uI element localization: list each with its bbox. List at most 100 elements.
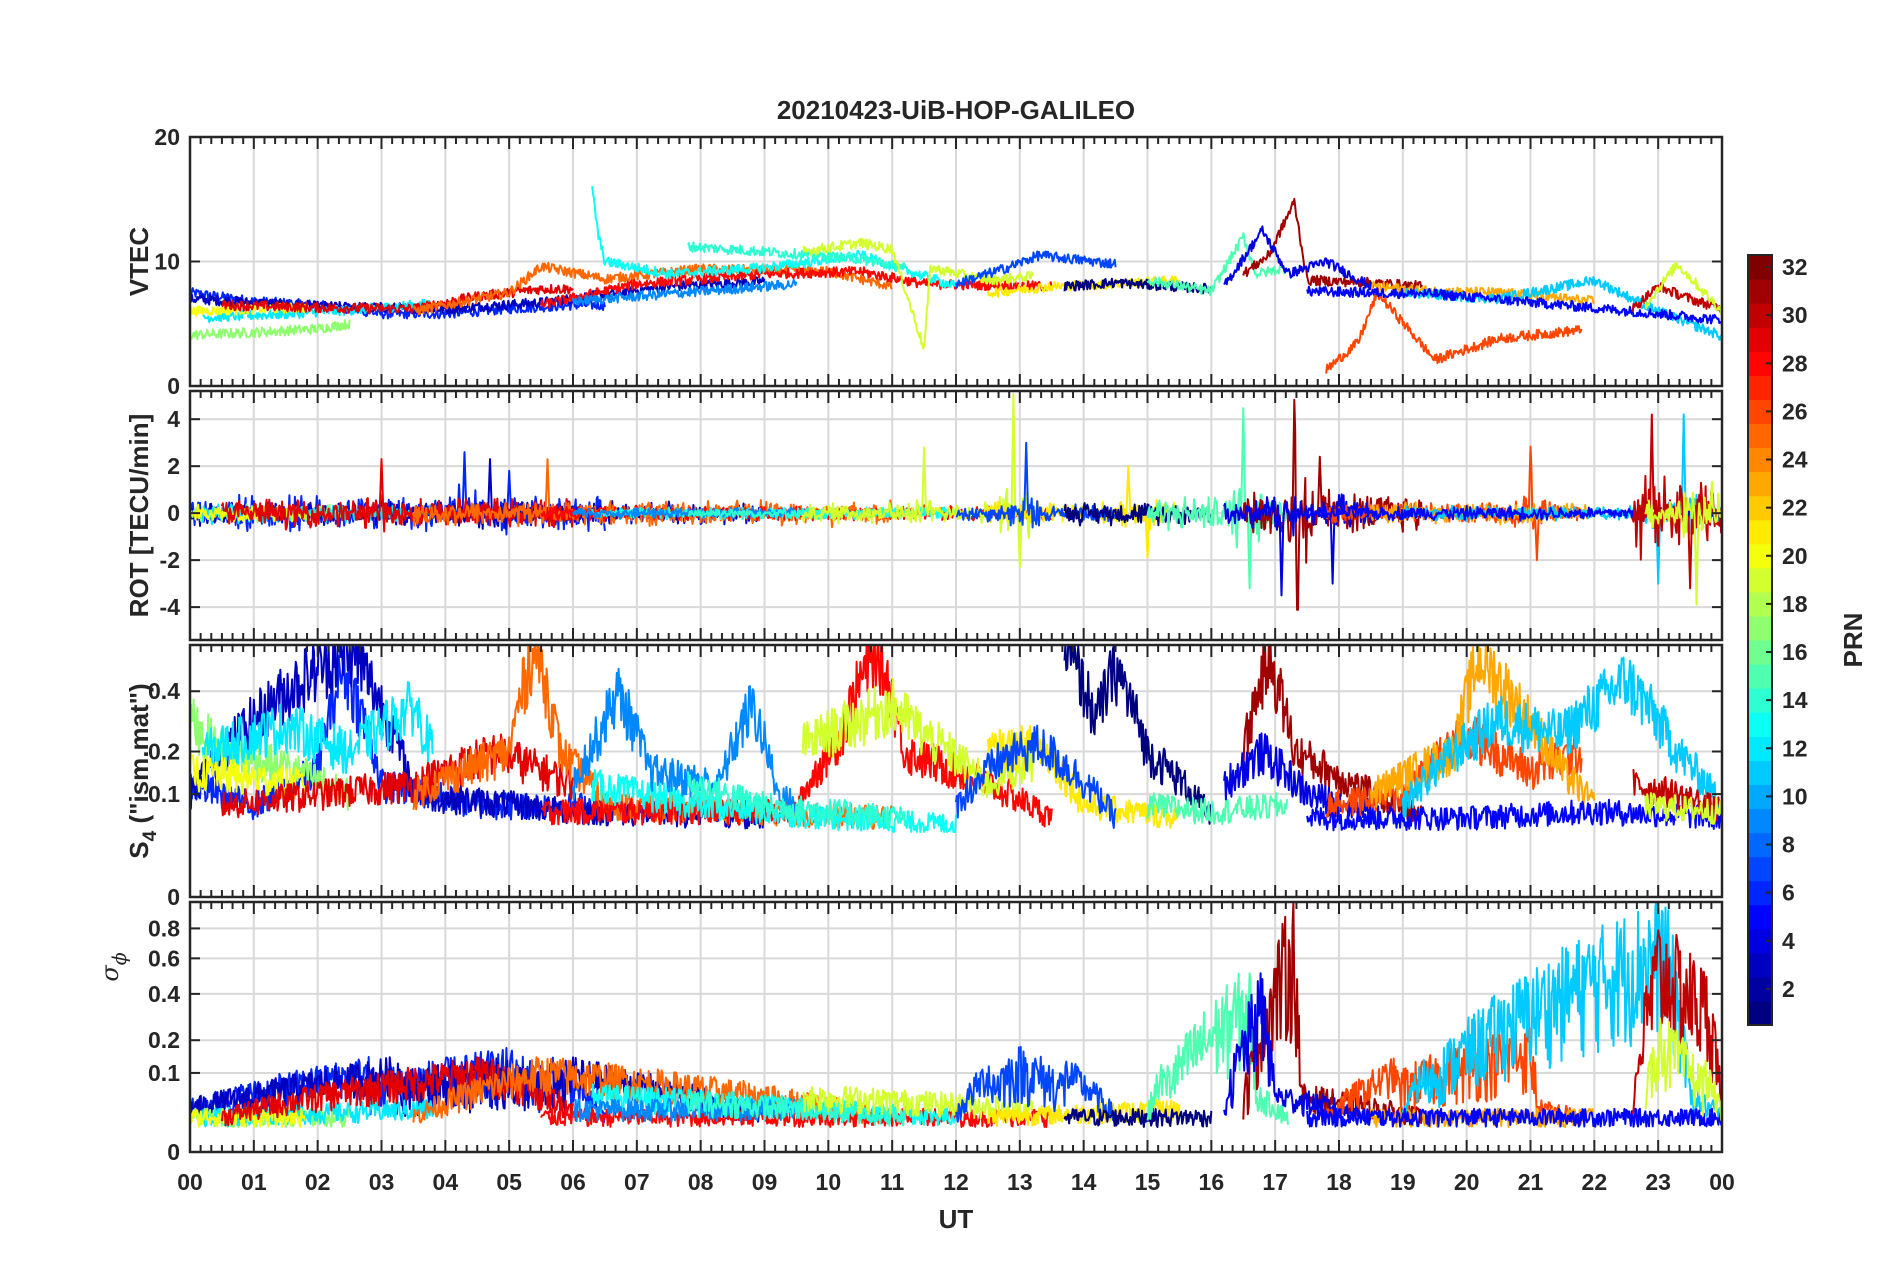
y-label-sub: ϕ (109, 952, 131, 965)
panel-s4: 00.10.20.4S4 ("ism.mat") (124, 643, 1724, 910)
prn-19-line (801, 677, 1034, 799)
x-minor-ticks (189, 137, 1723, 386)
prn-9-line (572, 1098, 798, 1123)
colorbar-tick-label: 8 (1782, 832, 1795, 858)
y-tick-label: 2 (167, 453, 180, 479)
y-tick-label: -2 (160, 547, 180, 573)
x-minor-ticks (189, 645, 1723, 897)
series-lines (189, 901, 1723, 1128)
x-tick-label: 03 (369, 1169, 395, 1195)
x-tick-label: 14 (1071, 1169, 1097, 1195)
x-tick-label: 08 (688, 1169, 714, 1195)
colorbar-label: PRN (1838, 613, 1868, 668)
prn-4-line (1223, 972, 1372, 1126)
x-tick-label: 16 (1199, 1169, 1225, 1195)
prn-26-line (1325, 287, 1583, 374)
prn-5-line (1306, 285, 1723, 326)
y-label-main: σ (96, 965, 124, 982)
x-tick-label: 17 (1262, 1169, 1288, 1195)
y-label-rest: ("ism.mat") (124, 683, 154, 830)
y-tick-label: 20 (154, 124, 180, 150)
colorbar-tick-label: 30 (1782, 302, 1808, 328)
x-tick-label: 20 (1454, 1169, 1480, 1195)
prn-19-line (1644, 261, 1723, 315)
prn-13-line (591, 768, 957, 833)
colorbar-band (1748, 712, 1772, 737)
colorbar-tick-label: 32 (1782, 254, 1808, 280)
x-tick-label: 21 (1518, 1169, 1544, 1195)
prn-7-line (955, 250, 1117, 289)
prn-1-line (1063, 502, 1213, 527)
prn-30-line (1631, 929, 1723, 1126)
prn-15-line (1146, 792, 1289, 826)
prn-14-line (686, 771, 906, 830)
colorbar-band (1748, 760, 1772, 785)
y-axis-label: VTEC (124, 227, 154, 297)
x-tick-label: 15 (1135, 1169, 1161, 1195)
x-minor-ticks (189, 391, 1723, 640)
prn-21-line (986, 1099, 1181, 1128)
panel-vtec: 0 10 20 VTEC (124, 124, 1724, 399)
colorbar-band (1748, 279, 1772, 304)
x-tick-label: 12 (943, 1169, 969, 1195)
series-lines (189, 393, 1723, 611)
colorbar-band (1748, 567, 1772, 593)
colorbar-band (1748, 952, 1772, 978)
x-tick-label: 04 (433, 1169, 459, 1195)
y-tick-label: 0.2 (148, 1027, 180, 1053)
colorbar-tick-label: 6 (1782, 880, 1795, 906)
x-minor-ticks (189, 902, 1723, 1152)
prn-30-line (1631, 282, 1723, 315)
x-tick-label: 19 (1390, 1169, 1416, 1195)
x-tick-label: 01 (241, 1169, 267, 1195)
y-tick-label: 0.8 (148, 915, 180, 941)
prn-9-line (572, 278, 798, 306)
prn-17-line (189, 698, 351, 811)
colorbar-tick-label: 18 (1782, 591, 1808, 617)
x-tick-label: 00 (177, 1169, 203, 1195)
colorbar-tick-label: 14 (1782, 687, 1808, 713)
colorbar-frame (1747, 254, 1773, 1026)
prn-7-line (955, 724, 1117, 829)
prn-23-line (1369, 644, 1596, 808)
x-tick-labels: 00 01 02 03 04 05 06 07 08 09 10 11 12 13 14 15 16 17 18 19… (177, 1169, 1735, 1195)
colorbar-tick-label: 10 (1782, 783, 1808, 809)
colorbar-tick-label: 12 (1782, 735, 1808, 761)
prn-7-line (955, 1045, 1117, 1123)
x-tick-label: 09 (752, 1169, 778, 1195)
x-tick-label: 00 (1709, 1169, 1735, 1195)
prn-28-line (540, 265, 1053, 309)
y-label-main: S (124, 841, 154, 858)
x-tick-label: 23 (1645, 1169, 1671, 1195)
x-axis-label: UT (939, 1204, 974, 1234)
colorbar-tick-label: 2 (1782, 976, 1795, 1002)
x-tick-label: 22 (1582, 1169, 1608, 1195)
colorbar-tick-label: 16 (1782, 639, 1808, 665)
prn-9-line (572, 667, 798, 817)
prn-26-line (1325, 717, 1583, 818)
prn-19-line (802, 237, 1034, 350)
colorbar-band (1748, 664, 1772, 689)
colorbar-band (1748, 423, 1772, 449)
prn-12-line (201, 680, 434, 775)
y-tick-label: 4 (167, 406, 180, 432)
colorbar-tick-label: 28 (1782, 350, 1808, 376)
y-tick-label: 0 (167, 500, 180, 526)
prn-1-line (1063, 1107, 1213, 1128)
colorbar-band (1748, 1000, 1772, 1026)
y-tick-label: -4 (160, 594, 181, 620)
x-tick-label: 10 (816, 1169, 842, 1195)
y-tick-label: 0 (167, 373, 180, 399)
prn-4-line (1223, 493, 1372, 597)
colorbar-band (1748, 375, 1772, 400)
series-lines (189, 644, 1723, 833)
prn-15-line (1146, 232, 1289, 297)
panel-sigphi: 0 0.1 0.2 0.4 0.6 0.8 σϕ (96, 900, 1724, 1165)
prn-4-line (1223, 225, 1372, 291)
prn-14-line (687, 241, 906, 272)
colorbar-tick-label: 24 (1782, 447, 1808, 473)
colorbar-tick-label: 26 (1782, 398, 1808, 424)
x-tick-label: 18 (1326, 1169, 1352, 1195)
prn-31-line (1242, 901, 1423, 1126)
chart-title: 20210423-UiB-HOP-GALILEO (777, 95, 1135, 125)
